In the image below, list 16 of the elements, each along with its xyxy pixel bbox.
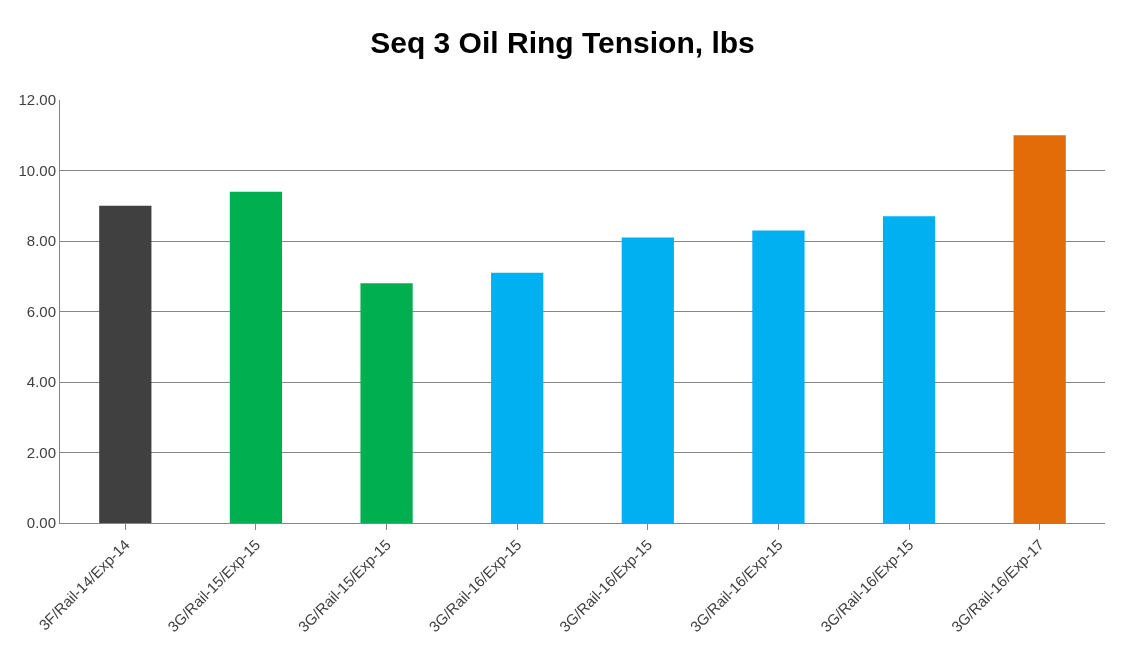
y-tick-label: 6.00 [26, 302, 56, 320]
y-tick-label: 2.00 [26, 443, 56, 461]
bar [360, 283, 413, 523]
chart-title: Seq 3 Oil Ring Tension, lbs [370, 26, 755, 60]
bar [229, 191, 283, 523]
y-tick-label: 4.00 [26, 373, 56, 391]
y-tick-label: 8.00 [26, 232, 56, 250]
y-tick-label: 0.00 [26, 514, 56, 532]
y-tick-label: 10.00 [18, 161, 56, 179]
bar [752, 230, 805, 523]
y-tick-label: 12.00 [18, 91, 56, 109]
bar [621, 237, 674, 523]
bar [491, 272, 544, 523]
bar [1013, 135, 1066, 523]
bar [99, 205, 152, 523]
bar [882, 216, 936, 523]
